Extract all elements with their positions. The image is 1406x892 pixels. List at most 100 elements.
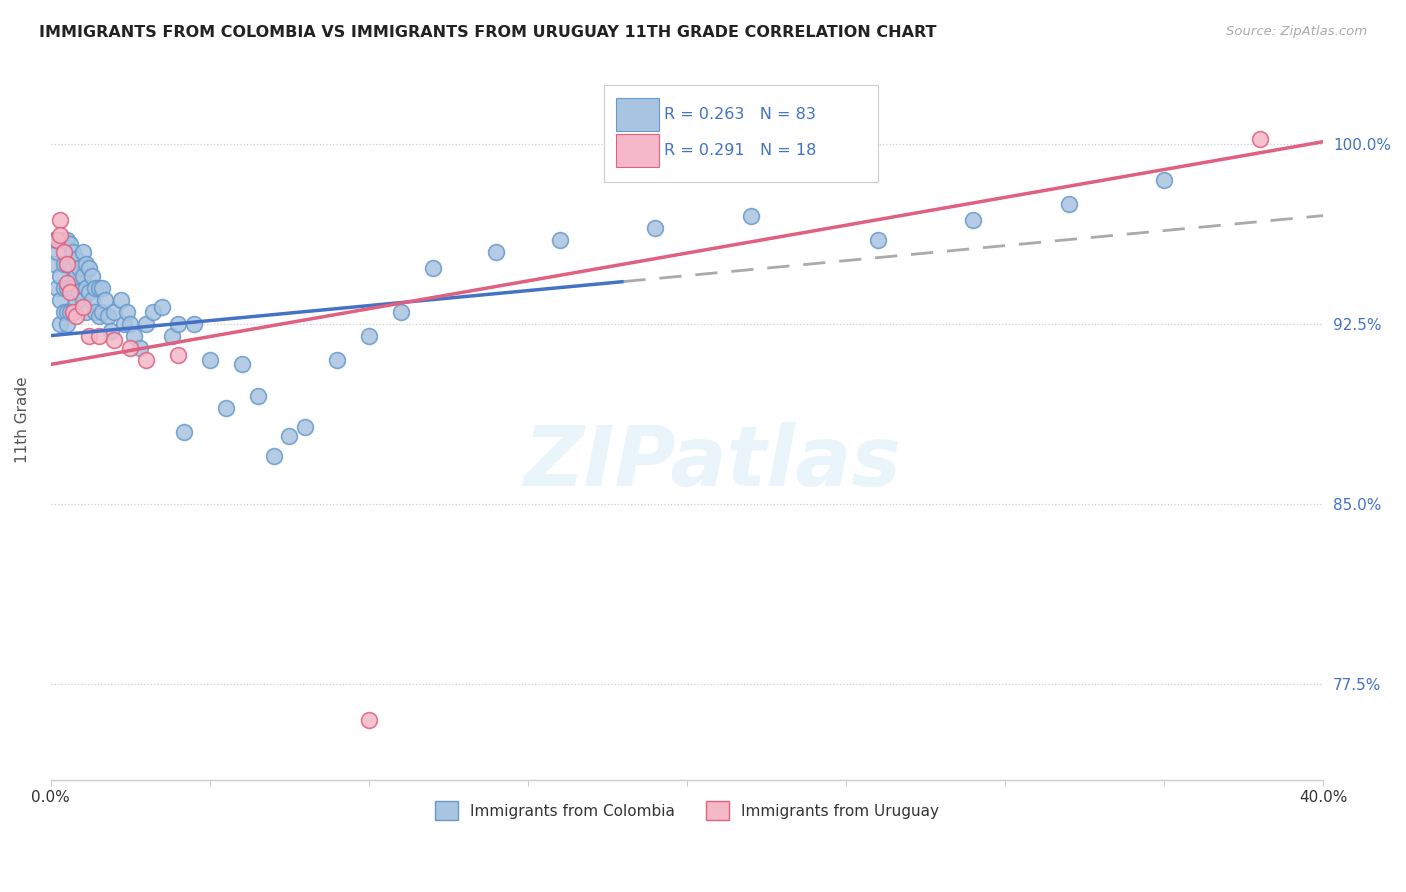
Point	[82, 268, 104, 283]
Point	[548, 233, 571, 247]
Point	[644, 220, 666, 235]
Point	[55, 233, 77, 247]
Text: R = 0.291   N = 18: R = 0.291 N = 18	[664, 143, 817, 158]
Point	[84, 304, 107, 318]
Point	[112, 317, 135, 331]
Point	[59, 237, 82, 252]
Point	[65, 293, 87, 307]
FancyBboxPatch shape	[616, 134, 659, 167]
Legend: Immigrants from Colombia, Immigrants from Uruguay: Immigrants from Colombia, Immigrants fro…	[429, 795, 945, 826]
Point	[1153, 172, 1175, 186]
Point	[46, 244, 69, 259]
Point	[183, 317, 205, 331]
Point	[49, 233, 72, 247]
Point	[72, 244, 94, 259]
Point	[87, 310, 110, 324]
Point	[357, 713, 380, 727]
Point	[75, 280, 97, 294]
Point	[42, 257, 65, 271]
Point	[69, 285, 91, 300]
Point	[59, 280, 82, 294]
Text: R = 0.263   N = 83: R = 0.263 N = 83	[664, 107, 815, 122]
Point	[866, 233, 889, 247]
Point	[55, 276, 77, 290]
Point	[55, 257, 77, 271]
Point	[69, 261, 91, 276]
Point	[103, 334, 125, 348]
Point	[135, 352, 157, 367]
Point	[215, 401, 238, 415]
Point	[278, 429, 301, 443]
Point	[62, 244, 84, 259]
Point	[49, 268, 72, 283]
Point	[94, 293, 117, 307]
Point	[62, 280, 84, 294]
Text: ZIPatlas: ZIPatlas	[523, 422, 901, 503]
Point	[422, 261, 444, 276]
Point	[103, 304, 125, 318]
Point	[55, 304, 77, 318]
Point	[52, 244, 75, 259]
Point	[294, 419, 316, 434]
Point	[740, 209, 762, 223]
Point	[65, 310, 87, 324]
Point	[59, 285, 82, 300]
Point	[52, 257, 75, 271]
Point	[49, 317, 72, 331]
Point	[77, 285, 100, 300]
Point	[160, 328, 183, 343]
Point	[72, 293, 94, 307]
Point	[90, 304, 112, 318]
Point	[72, 300, 94, 314]
Point	[65, 268, 87, 283]
Point	[82, 293, 104, 307]
Point	[52, 233, 75, 247]
Point	[97, 310, 120, 324]
Point	[142, 304, 165, 318]
Point	[42, 233, 65, 247]
Point	[1249, 132, 1271, 146]
Point	[100, 324, 122, 338]
Point	[129, 341, 152, 355]
Point	[49, 227, 72, 242]
Point	[167, 348, 190, 362]
FancyBboxPatch shape	[616, 98, 659, 131]
Point	[357, 328, 380, 343]
Point	[115, 304, 138, 318]
Point	[52, 304, 75, 318]
Point	[75, 257, 97, 271]
Point	[198, 352, 221, 367]
Point	[77, 328, 100, 343]
Point	[62, 304, 84, 318]
Point	[167, 317, 190, 331]
Point	[55, 280, 77, 294]
Text: IMMIGRANTS FROM COLOMBIA VS IMMIGRANTS FROM URUGUAY 11TH GRADE CORRELATION CHART: IMMIGRANTS FROM COLOMBIA VS IMMIGRANTS F…	[39, 25, 936, 40]
Point	[49, 293, 72, 307]
Point	[46, 280, 69, 294]
Point	[246, 389, 269, 403]
FancyBboxPatch shape	[605, 85, 877, 182]
Point	[326, 352, 349, 367]
Point	[389, 304, 412, 318]
Point	[173, 425, 195, 439]
Point	[46, 233, 69, 247]
Point	[135, 317, 157, 331]
Point	[52, 280, 75, 294]
Point	[62, 261, 84, 276]
Point	[72, 268, 94, 283]
Point	[55, 257, 77, 271]
Point	[84, 280, 107, 294]
Point	[87, 280, 110, 294]
Point	[962, 213, 984, 227]
Point	[1057, 196, 1080, 211]
Point	[46, 233, 69, 247]
Point	[77, 261, 100, 276]
Point	[150, 300, 173, 314]
Point	[120, 341, 142, 355]
Point	[231, 358, 253, 372]
Point	[263, 449, 285, 463]
Y-axis label: 11th Grade: 11th Grade	[15, 376, 30, 463]
Point	[75, 304, 97, 318]
Point	[110, 293, 132, 307]
Point	[49, 213, 72, 227]
